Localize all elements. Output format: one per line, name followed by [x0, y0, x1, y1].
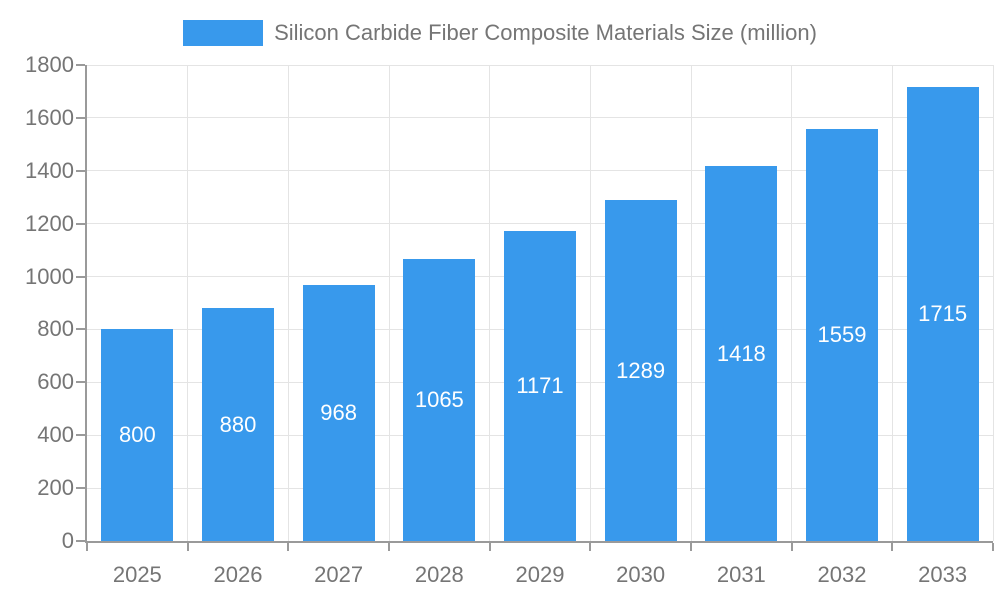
bar[interactable]: 1715 — [906, 87, 979, 541]
x-tick — [992, 543, 994, 551]
x-tick — [388, 543, 390, 551]
x-tick-label: 2028 — [414, 562, 464, 587]
bar-value-label: 1289 — [616, 357, 666, 383]
bar-value-label: 800 — [118, 422, 156, 448]
v-gridline — [589, 65, 591, 541]
bar-value-label: 1418 — [716, 340, 766, 366]
x-tick — [589, 543, 592, 551]
v-gridline — [791, 65, 793, 541]
y-tick-label: 1600 — [25, 104, 74, 130]
x-tick-label: 2033 — [918, 562, 968, 587]
y-tick-label: 0 — [61, 528, 74, 553]
y-tick — [76, 328, 85, 331]
x-tick — [891, 543, 894, 551]
legend-swatch-icon — [183, 20, 264, 46]
x-tick-label: 2027 — [314, 562, 364, 587]
bar-value-label: 968 — [320, 400, 358, 426]
x-axis-line — [85, 541, 993, 543]
y-tick — [76, 540, 85, 542]
x-tick — [86, 543, 88, 551]
y-tick-label: 1400 — [25, 157, 74, 183]
v-gridline — [489, 65, 491, 541]
v-gridline — [690, 65, 692, 541]
x-tick — [690, 543, 692, 551]
v-gridline — [992, 65, 994, 541]
y-tick — [76, 275, 85, 278]
y-tick — [76, 487, 85, 490]
y-axis-line — [85, 65, 87, 543]
x-tick-label: 2032 — [817, 562, 867, 587]
bar[interactable]: 1171 — [504, 231, 576, 541]
y-tick-label: 1200 — [25, 210, 74, 236]
x-tick — [790, 543, 793, 551]
x-tick — [287, 543, 290, 551]
v-gridline — [287, 65, 289, 541]
bar[interactable]: 1418 — [705, 166, 778, 541]
legend-label: Silicon Carbide Fiber Composite Material… — [274, 20, 817, 45]
bar[interactable]: 880 — [202, 308, 274, 541]
bar[interactable]: 968 — [302, 285, 375, 541]
v-gridline — [187, 65, 189, 541]
y-tick — [76, 64, 85, 66]
h-gridline — [87, 223, 993, 225]
bar[interactable]: 800 — [101, 329, 174, 541]
legend[interactable]: Silicon Carbide Fiber Composite Material… — [0, 18, 1000, 48]
x-tick — [488, 543, 491, 551]
y-tick-label: 800 — [37, 316, 74, 342]
x-tick-label: 2031 — [716, 562, 766, 587]
bar-value-label: 1715 — [918, 301, 968, 327]
bar[interactable]: 1289 — [604, 200, 677, 541]
bar-value-label: 880 — [219, 411, 257, 437]
y-tick — [76, 222, 85, 225]
y-tick-label: 1800 — [25, 52, 74, 77]
y-tick-label: 400 — [37, 422, 74, 448]
v-gridline — [891, 65, 893, 541]
y-tick-label: 600 — [37, 369, 74, 395]
h-gridline — [87, 117, 993, 119]
x-tick — [186, 543, 189, 551]
h-gridline — [87, 170, 993, 172]
y-tick — [76, 116, 85, 119]
h-gridline — [87, 64, 993, 66]
x-tick-label: 2025 — [112, 562, 162, 587]
y-tick — [76, 434, 85, 437]
y-tick — [76, 381, 85, 384]
x-tick-label: 2026 — [213, 562, 263, 587]
bar[interactable]: 1065 — [403, 259, 476, 541]
y-tick — [76, 169, 85, 172]
bar-value-label: 1559 — [817, 321, 867, 347]
bar-value-label: 1171 — [516, 373, 564, 399]
bar[interactable]: 1559 — [806, 128, 878, 541]
v-gridline — [388, 65, 390, 541]
y-tick-label: 1000 — [25, 263, 74, 289]
plot-area: 800 880 968 1065 1171 1289 1418 1559 1715 0 200 40… — [25, 54, 994, 587]
x-tick-label: 2030 — [616, 562, 666, 587]
y-tick-label: 200 — [37, 475, 74, 501]
bar-value-label: 1065 — [414, 387, 464, 413]
x-tick-label: 2029 — [515, 562, 565, 587]
